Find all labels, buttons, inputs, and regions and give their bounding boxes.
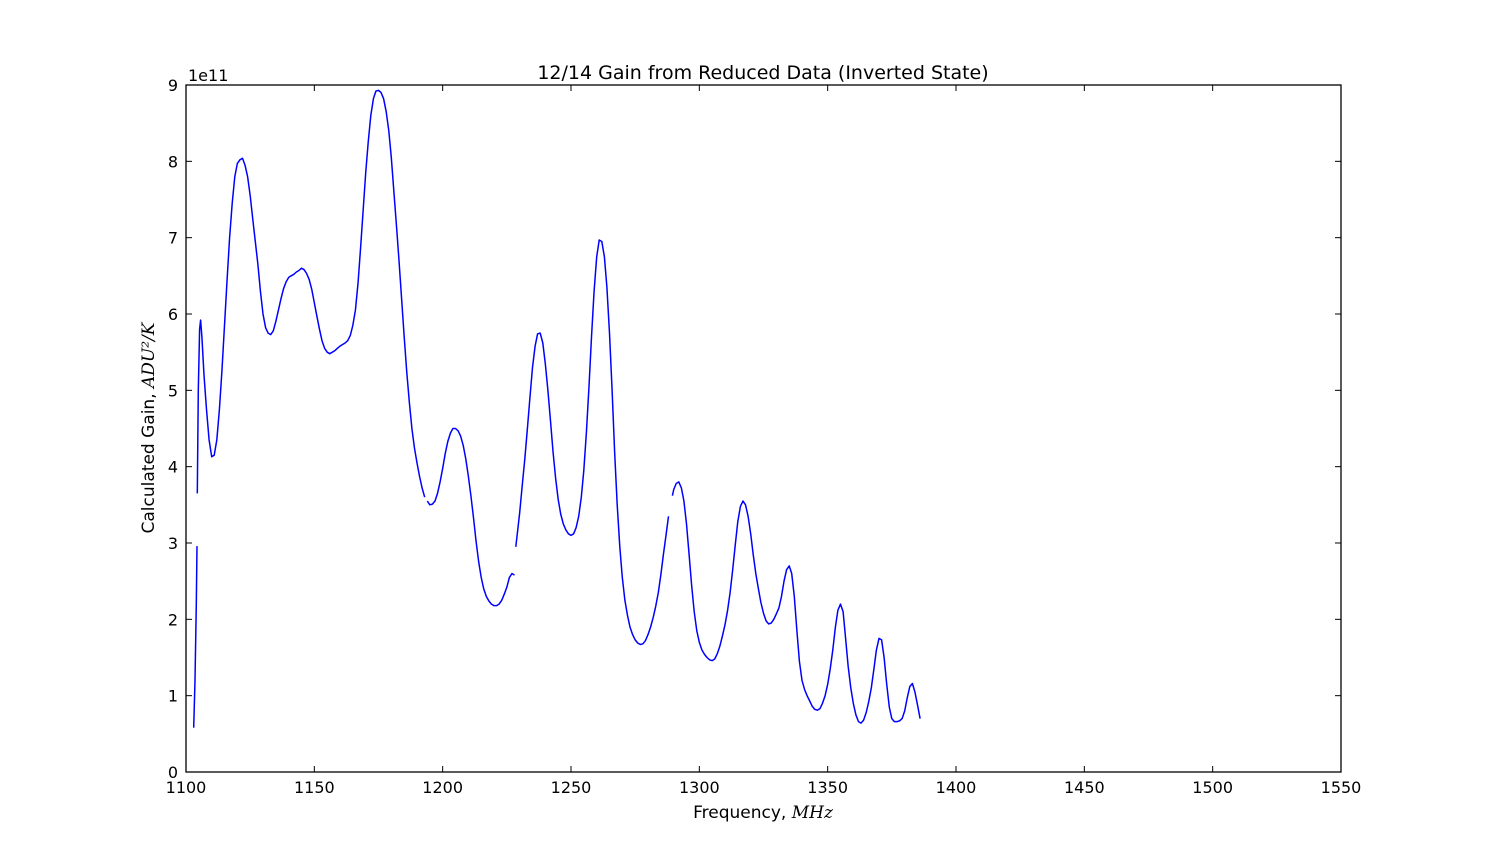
plot-area	[192, 89, 921, 728]
x-tick-label: 1300	[679, 778, 720, 797]
y-axis-label-unit: ADU²/K	[139, 321, 159, 390]
series-line-segment	[192, 546, 198, 728]
x-tick-label: 1150	[294, 778, 335, 797]
x-tick-label: 1550	[1321, 778, 1362, 797]
x-tick-label: 1100	[166, 778, 207, 797]
x-tick-label: 1450	[1064, 778, 1105, 797]
y-tick-label: 9	[168, 76, 178, 95]
x-tick-label: 1200	[422, 778, 463, 797]
y-tick-label: 8	[168, 152, 178, 171]
y-tick-label: 4	[168, 458, 178, 477]
chart-title: 12/14 Gain from Reduced Data (Inverted S…	[537, 62, 988, 84]
x-axis-label: Frequency, MHz	[693, 803, 834, 823]
y-tick-label: 2	[168, 610, 178, 629]
x-tick-label: 1350	[807, 778, 848, 797]
series-line-segment	[515, 239, 670, 646]
x-tick-label: 1500	[1192, 778, 1233, 797]
y-tick-label: 7	[168, 229, 178, 248]
x-tick-label: 1400	[936, 778, 977, 797]
x-tick-label: 1250	[551, 778, 592, 797]
series-line-segment	[671, 481, 921, 724]
y-tick-label: 1	[168, 687, 178, 706]
y-axis-label-text: Calculated Gain,	[139, 393, 159, 533]
tick-labels: 1100 1150 1200 1250 1300 1350 1400 1450 1500 1550…	[166, 76, 1362, 797]
y-offset-label: 1e11	[188, 66, 228, 85]
y-tick-label: 0	[168, 763, 178, 782]
y-tick-label: 6	[168, 305, 178, 324]
plot-frame	[185, 84, 1342, 773]
x-axis-label-text: Frequency,	[693, 803, 786, 823]
series-line-segment	[196, 89, 426, 498]
series-line-segment	[426, 427, 515, 607]
y-tick-label: 3	[168, 534, 178, 553]
y-axis-label: Calculated Gain, ADU²/K	[139, 321, 159, 533]
x-axis-label-unit: MHz	[791, 803, 834, 823]
y-tick-label: 5	[168, 381, 178, 400]
